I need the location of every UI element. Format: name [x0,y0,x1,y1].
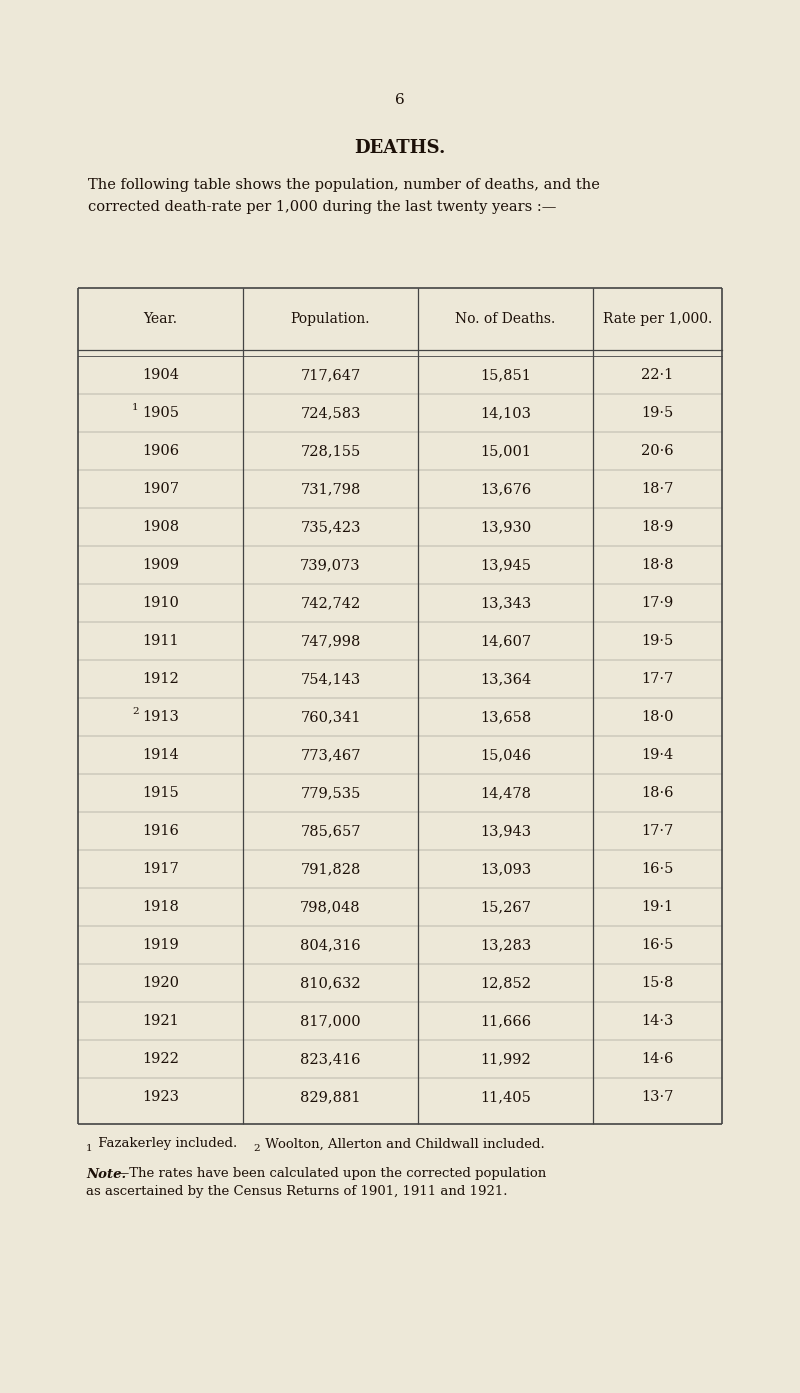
Text: 1920: 1920 [142,976,179,990]
Text: 810,632: 810,632 [300,976,361,990]
Text: No. of Deaths.: No. of Deaths. [455,312,556,326]
Text: 1919: 1919 [142,937,179,951]
Text: 13·7: 13·7 [642,1089,674,1105]
Text: 1917: 1917 [142,862,179,876]
Text: 823,416: 823,416 [300,1052,361,1066]
Text: 773,467: 773,467 [300,748,361,762]
Text: 1913: 1913 [142,710,179,724]
Text: 14·3: 14·3 [642,1014,674,1028]
Text: 15·8: 15·8 [642,976,674,990]
Text: 779,535: 779,535 [300,786,361,800]
Text: 19·5: 19·5 [642,634,674,648]
Text: 19·1: 19·1 [642,900,674,914]
Text: 1904: 1904 [142,368,179,382]
Text: Population.: Population. [290,312,370,326]
Text: 13,658: 13,658 [480,710,531,724]
Text: 12,852: 12,852 [480,976,531,990]
Text: 19·5: 19·5 [642,405,674,421]
Text: 15,001: 15,001 [480,444,531,458]
Text: 817,000: 817,000 [300,1014,361,1028]
Text: 1906: 1906 [142,444,179,458]
Text: 1909: 1909 [142,559,179,573]
Text: 1912: 1912 [142,671,179,685]
Text: 731,798: 731,798 [300,482,361,496]
Text: 14,478: 14,478 [480,786,531,800]
Text: 14,103: 14,103 [480,405,531,421]
Text: 829,881: 829,881 [300,1089,361,1105]
Text: 760,341: 760,341 [300,710,361,724]
Text: 20·6: 20·6 [641,444,674,458]
Text: 798,048: 798,048 [300,900,361,914]
Text: 13,343: 13,343 [480,596,531,610]
Text: 11,666: 11,666 [480,1014,531,1028]
Text: 14·6: 14·6 [642,1052,674,1066]
Text: 13,930: 13,930 [480,520,531,534]
Text: 14,607: 14,607 [480,634,531,648]
Text: Woolton, Allerton and Childwall included.: Woolton, Allerton and Childwall included… [261,1138,545,1151]
Text: 16·5: 16·5 [642,937,674,951]
Text: 1916: 1916 [142,825,179,839]
Text: 1923: 1923 [142,1089,179,1105]
Text: 2: 2 [132,708,138,716]
Text: 13,093: 13,093 [480,862,531,876]
Text: 15,851: 15,851 [480,368,531,382]
Text: 1911: 1911 [142,634,179,648]
Text: 1914: 1914 [142,748,179,762]
Text: 735,423: 735,423 [300,520,361,534]
Text: 18·9: 18·9 [642,520,674,534]
Text: 785,657: 785,657 [300,825,361,839]
Text: 1922: 1922 [142,1052,179,1066]
Text: 17·7: 17·7 [642,671,674,685]
Text: 728,155: 728,155 [300,444,361,458]
Text: 742,742: 742,742 [300,596,361,610]
Text: Year.: Year. [143,312,178,326]
Text: 724,583: 724,583 [300,405,361,421]
Text: 717,647: 717,647 [300,368,361,382]
Text: 11,992: 11,992 [480,1052,531,1066]
Text: 791,828: 791,828 [300,862,361,876]
Text: corrected death-rate per 1,000 during the last twenty years :—: corrected death-rate per 1,000 during th… [88,201,556,215]
Text: 2: 2 [253,1144,260,1153]
Text: 22·1: 22·1 [642,368,674,382]
Text: —The rates have been calculated upon the corrected population: —The rates have been calculated upon the… [116,1167,546,1180]
Text: 17·9: 17·9 [642,596,674,610]
Text: 1: 1 [86,1144,93,1153]
Text: Note.: Note. [86,1167,126,1180]
Text: 18·6: 18·6 [642,786,674,800]
Text: 13,943: 13,943 [480,825,531,839]
Text: 1921: 1921 [142,1014,179,1028]
Text: 18·8: 18·8 [642,559,674,573]
Text: 18·0: 18·0 [642,710,674,724]
Text: 1915: 1915 [142,786,179,800]
Text: 13,945: 13,945 [480,559,531,573]
Text: 747,998: 747,998 [300,634,361,648]
Text: 13,676: 13,676 [480,482,531,496]
Text: 18·7: 18·7 [642,482,674,496]
Text: 804,316: 804,316 [300,937,361,951]
Text: The following table shows the population, number of deaths, and the: The following table shows the population… [88,178,600,192]
Text: 1: 1 [132,404,138,412]
Text: 1908: 1908 [142,520,179,534]
Text: 739,073: 739,073 [300,559,361,573]
Text: 15,267: 15,267 [480,900,531,914]
Text: 1910: 1910 [142,596,179,610]
Text: 17·7: 17·7 [642,825,674,839]
Text: Rate per 1,000.: Rate per 1,000. [603,312,712,326]
Text: 1918: 1918 [142,900,179,914]
Text: 19·4: 19·4 [642,748,674,762]
Text: 16·5: 16·5 [642,862,674,876]
Text: 13,283: 13,283 [480,937,531,951]
Text: Fazakerley included.: Fazakerley included. [94,1138,238,1151]
Text: 1907: 1907 [142,482,179,496]
Text: DEATHS.: DEATHS. [354,139,446,157]
Text: 15,046: 15,046 [480,748,531,762]
Text: 1905: 1905 [142,405,179,421]
Text: 13,364: 13,364 [480,671,531,685]
Text: 11,405: 11,405 [480,1089,531,1105]
Text: 6: 6 [395,93,405,107]
Text: 754,143: 754,143 [300,671,361,685]
Text: as ascertained by the Census Returns of 1901, 1911 and 1921.: as ascertained by the Census Returns of … [86,1185,507,1198]
